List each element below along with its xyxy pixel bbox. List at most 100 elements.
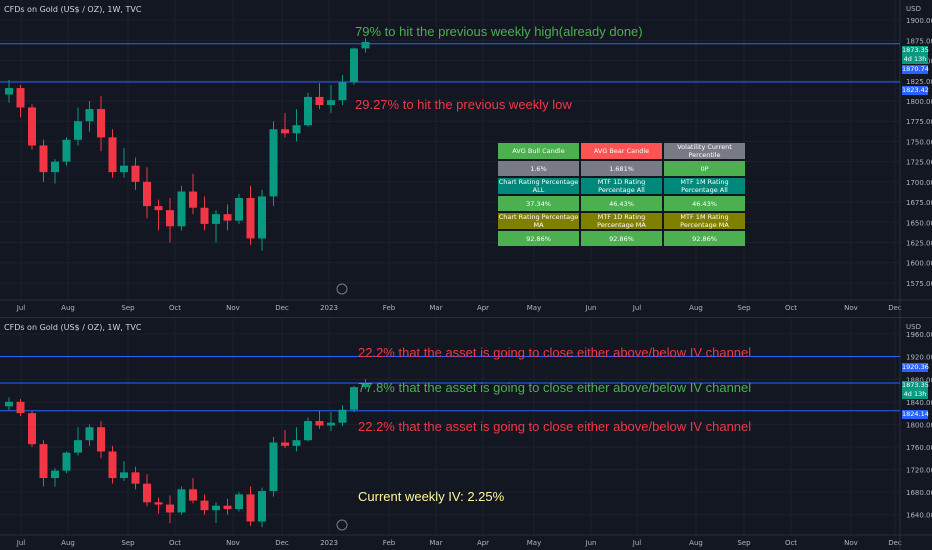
- candle-body: [97, 109, 105, 138]
- candle-body: [51, 161, 59, 173]
- candle-body: [51, 470, 59, 479]
- x-tick-label: Mar: [429, 539, 442, 547]
- price-badge-last: 1873.35: [902, 46, 929, 55]
- candle-body: [62, 139, 71, 162]
- stats-cell: 92.86%: [498, 231, 579, 246]
- candle-body: [143, 181, 151, 207]
- x-tick-label: Feb: [383, 304, 396, 312]
- top-chart-pane[interactable]: 1900.001875.001850.001825.001800.001775.…: [0, 0, 932, 317]
- stats-cell: 46.43%: [664, 196, 745, 211]
- y-tick-label: 1800.00: [906, 98, 932, 106]
- candle-body: [28, 413, 36, 445]
- stats-cell: 46.43%: [581, 196, 662, 211]
- candle-body: [16, 88, 25, 108]
- price-badge-lower-channel: 1824.14: [902, 410, 929, 419]
- candle-body: [269, 442, 278, 492]
- price-badge-countdown: 4d 13h: [902, 55, 928, 64]
- top-chart-title: CFDs on Gold (US$ / OZ), 1W, TVC: [4, 5, 142, 14]
- y-tick-label: 1720.00: [906, 467, 932, 475]
- candle-body: [74, 440, 82, 453]
- stats-cell: 0P: [664, 161, 745, 176]
- y-tick-label: 1900.00: [906, 17, 932, 25]
- y-tick-label: 1775.00: [906, 118, 932, 126]
- price-badge-upper-channel: 1920.36: [902, 363, 929, 372]
- bottom-annotation-middle: 77.8% that the asset is going to close e…: [358, 380, 752, 395]
- x-tick-label: Aug: [689, 304, 703, 312]
- price-badge-countdown: 4d 13h: [902, 390, 928, 399]
- y-tick-label: 1750.00: [906, 138, 932, 146]
- candle-body: [350, 48, 358, 83]
- candle-body: [292, 125, 301, 134]
- stats-cell: 92.86%: [581, 231, 662, 246]
- candle-body: [85, 427, 94, 441]
- stats-cell: 1.6%: [498, 161, 579, 176]
- event-marker-icon: [336, 283, 348, 295]
- bottom-chart-pane[interactable]: 1960.00 1920.00 1880.00 1840.00 1800.00 1760.…: [0, 318, 932, 550]
- x-tick-label: Aug: [689, 539, 703, 547]
- x-tick-label: Sep: [737, 304, 751, 312]
- candle-body: [246, 494, 255, 522]
- candle-body: [120, 165, 128, 173]
- x-tick-label: Sep: [737, 539, 751, 547]
- x-tick-label: Jul: [632, 539, 642, 547]
- x-tick-label: 2023: [320, 304, 338, 312]
- candle-body: [166, 504, 174, 513]
- x-tick-label: Nov: [844, 304, 858, 312]
- candle-body: [5, 401, 13, 407]
- candle-body: [235, 494, 243, 510]
- candle-body: [327, 422, 335, 426]
- candle-body: [223, 505, 232, 510]
- stats-cell: AVG Bear Candle: [581, 143, 662, 159]
- x-tick-label: Oct: [169, 304, 181, 312]
- x-tick-label: Apr: [477, 539, 489, 547]
- stats-cell: Chart Rating Percentage ALL: [498, 178, 579, 194]
- x-tick-label: May: [527, 539, 541, 547]
- candle-body: [223, 214, 232, 221]
- candle-body: [304, 96, 312, 126]
- x-tick-label: Feb: [383, 539, 396, 547]
- bottom-annotation-iv: Current weekly IV: 2.25%: [358, 489, 505, 504]
- y-tick-label: 1960.00: [906, 331, 932, 339]
- candle-body: [361, 41, 370, 49]
- x-tick-label: Nov: [226, 304, 240, 312]
- pane-divider[interactable]: [0, 317, 932, 318]
- candle-body: [177, 191, 186, 227]
- candle-body: [154, 502, 163, 505]
- y-tick-label: 1680.00: [906, 489, 932, 497]
- stats-cell: MTF 1D Rating Percentage MA: [581, 213, 662, 229]
- x-tick-label: Aug: [61, 304, 75, 312]
- bottom-annotation-lower: 22.2% that the asset is going to close e…: [358, 419, 752, 434]
- x-tick-label: Nov: [226, 539, 240, 547]
- x-tick-label: Aug: [61, 539, 75, 547]
- stats-table: AVG Bull Candle AVG Bear Candle Volatili…: [496, 141, 747, 248]
- bottom-chart-canvas[interactable]: 1960.00 1920.00 1880.00 1840.00 1800.00 1760.…: [0, 318, 932, 550]
- y-tick-label: 1625.00: [906, 239, 932, 247]
- x-tick-label: Dec: [275, 539, 289, 547]
- price-badge-last: 1873.35: [902, 381, 929, 390]
- y-tick-label: 1800.00: [906, 421, 932, 429]
- x-tick-label: Oct: [785, 304, 797, 312]
- candle-body: [16, 401, 25, 414]
- x-tick-label: Dec: [275, 304, 289, 312]
- candle-body: [361, 383, 370, 388]
- stats-cell: MTF 1M Rating Percentage MA: [664, 213, 745, 229]
- candle-body: [292, 440, 301, 446]
- y-tick-label: 1875.00: [906, 37, 932, 45]
- x-tick-label: Jun: [585, 539, 597, 547]
- candle-body: [281, 442, 289, 446]
- top-chart-canvas[interactable]: 1900.001875.001850.001825.001800.001775.…: [0, 0, 932, 317]
- candle-body: [269, 129, 278, 197]
- x-tick-label: Jul: [632, 304, 642, 312]
- candle-body: [189, 489, 197, 501]
- candle-body: [304, 421, 312, 441]
- candle-body: [338, 409, 347, 423]
- candle-body: [166, 210, 174, 227]
- candle-body: [177, 489, 186, 513]
- candle-body: [315, 421, 324, 426]
- candle-body: [74, 121, 82, 140]
- candle-body: [338, 82, 347, 101]
- bottom-annotation-upper: 22.2% that the asset is going to close e…: [358, 345, 752, 360]
- x-tick-label: Dec: [888, 539, 902, 547]
- price-badge-high-level: 1870.74: [902, 65, 929, 74]
- stats-cell: Volatility Current Percentile: [664, 143, 745, 159]
